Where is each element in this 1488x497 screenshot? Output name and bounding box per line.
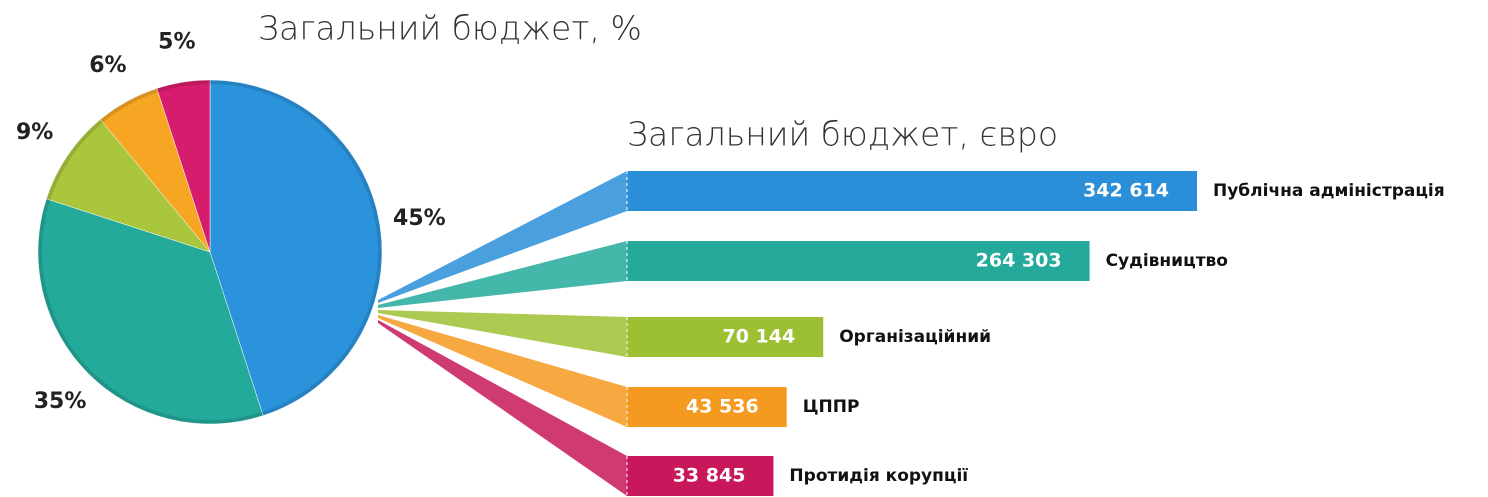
category-label: Організаційний	[839, 327, 991, 347]
category-label: ЦППР	[803, 397, 860, 417]
value-label: 33 845	[673, 465, 746, 487]
pie-label: 9%	[16, 120, 53, 145]
bar	[627, 171, 1197, 211]
value-label: 70 144	[723, 326, 796, 348]
pie-slice	[37, 198, 264, 425]
pie-rim	[38, 80, 382, 424]
value-label: 342 614	[1083, 180, 1169, 202]
bar	[627, 317, 824, 357]
category-label: Протидія корупції	[789, 466, 968, 486]
pie-title: Загальний бюджет, %	[258, 9, 642, 48]
bar	[627, 456, 774, 496]
pie-slice	[46, 119, 211, 253]
fan	[378, 310, 627, 357]
pie-label: 6%	[89, 53, 126, 78]
bar	[627, 241, 1090, 281]
fan	[378, 241, 627, 308]
category-label: Публічна адміністрація	[1213, 181, 1445, 201]
bar-title: Загальний бюджет, євро	[627, 115, 1058, 154]
fan	[378, 315, 627, 427]
pie-slice	[156, 79, 211, 253]
value-label: 264 303	[976, 250, 1062, 272]
fan	[378, 320, 627, 496]
pie-label: 5%	[158, 30, 195, 55]
pie-label: 45%	[393, 206, 446, 231]
category-label: Судівництво	[1106, 251, 1228, 271]
fan	[378, 171, 627, 303]
pie-slice	[209, 79, 383, 416]
value-label: 43 536	[686, 396, 759, 418]
bar	[627, 387, 787, 427]
pie-label: 35%	[34, 389, 87, 414]
